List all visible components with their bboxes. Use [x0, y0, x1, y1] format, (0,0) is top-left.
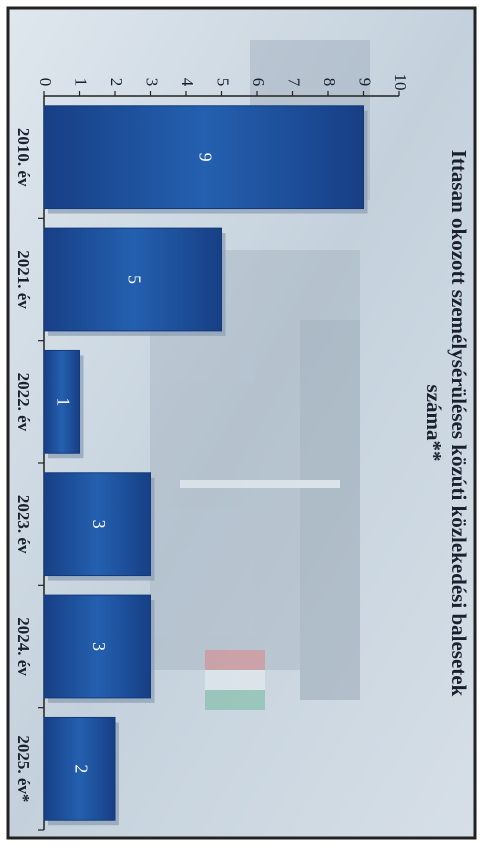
category-label: 2022. év	[14, 373, 33, 432]
value-tick-label: 3	[143, 78, 162, 87]
chart-title-line2: száma**	[422, 385, 446, 462]
value-tick-label: 4	[178, 78, 197, 87]
chart-title-group: Ittasan okozott személysérüléses közúti …	[422, 150, 471, 697]
bar-5	[43, 716, 116, 821]
value-tick-label: 5	[214, 78, 233, 87]
category-label: 2010. év	[14, 128, 33, 187]
bar-1	[43, 227, 222, 332]
value-tick-label: 0	[36, 78, 55, 87]
bar-4	[43, 594, 151, 699]
value-tick-label: 1	[72, 78, 91, 87]
value-tick-label: 7	[285, 78, 304, 87]
chart-title-line1: Ittasan okozott személysérüléses közúti …	[447, 150, 471, 697]
category-label: 2024. év	[14, 617, 33, 676]
value-tick-label: 8	[320, 78, 339, 87]
value-tick-label: 10	[391, 74, 410, 91]
value-tick-label: 2	[107, 78, 126, 87]
bar-data-label: 3	[89, 642, 109, 651]
bar-data-label: 2	[71, 764, 91, 773]
bar-data-label: 5	[125, 275, 145, 284]
bar-3	[43, 472, 151, 577]
value-tick-label: 9	[356, 78, 375, 87]
bar-data-label: 9	[196, 153, 216, 162]
category-label: 2025. év*	[14, 735, 33, 802]
bar-0	[43, 105, 364, 210]
bar-data-label: 1	[54, 397, 74, 406]
value-tick-label: 6	[249, 78, 268, 87]
plot-area: 0 1 2 3 4 5 6 7 8 9 10 9 2010. év 5 2021. év 1 2022. év 3…	[14, 74, 410, 831]
bar-data-label: 3	[89, 520, 109, 529]
category-label: 2021. év	[14, 250, 33, 309]
bar-2	[43, 349, 80, 454]
category-label: 2023. év	[14, 495, 33, 554]
